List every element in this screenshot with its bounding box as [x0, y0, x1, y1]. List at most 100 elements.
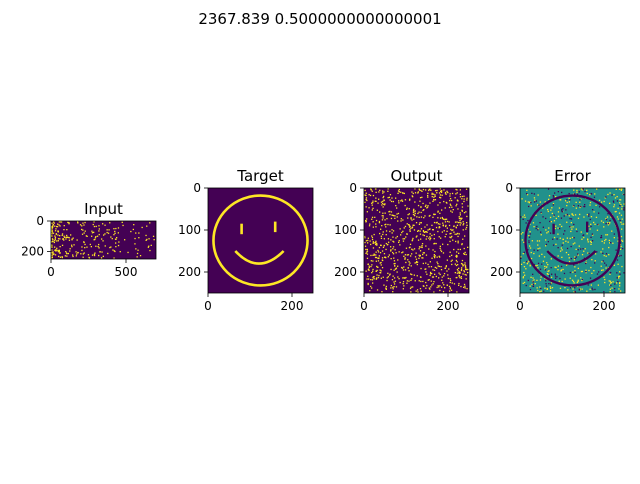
error-pixel: [550, 282, 553, 284]
input-pixel: [102, 240, 104, 242]
error-neg-pixel: [613, 233, 615, 235]
input-pixel: [61, 244, 64, 246]
output-pixel: [438, 265, 440, 268]
input-pixel: [94, 238, 96, 241]
input-pixel: [103, 234, 105, 236]
output-pixel: [459, 272, 461, 274]
error-neg-pixel: [535, 200, 537, 202]
output-pixel: [392, 253, 395, 255]
input-pixel: [51, 230, 53, 233]
output-pixel: [463, 283, 466, 286]
output-axes-frame: [363, 187, 470, 294]
input-pixel: [109, 222, 111, 224]
output-pixel: [405, 276, 407, 279]
output-pixel: [439, 194, 442, 196]
input-pixel: [81, 249, 83, 252]
output-pixel: [406, 208, 408, 210]
error-pixel: [533, 197, 536, 199]
error-neg-pixel: [577, 205, 580, 207]
input-pixel: [153, 239, 155, 241]
output-pixel: [419, 255, 421, 257]
error-pixel: [604, 278, 606, 281]
error-pixel: [524, 274, 526, 276]
output-pixel: [365, 219, 367, 222]
error-pixel: [606, 216, 609, 218]
output-pixel: [385, 230, 388, 232]
output-pixel: [378, 220, 381, 223]
input-pixel: [51, 229, 53, 232]
output-pixel: [383, 204, 386, 206]
output-pixel: [457, 248, 459, 251]
error-pixel: [591, 272, 593, 274]
error-neg-pixel: [574, 193, 576, 195]
output-pixel: [386, 277, 388, 279]
output-pixel: [449, 290, 451, 292]
error-pixel: [586, 214, 588, 216]
input-pixel: [82, 222, 84, 224]
output-pixel: [384, 203, 386, 205]
output-pixel: [384, 256, 386, 258]
input-pixel: [54, 246, 56, 248]
output-pixel: [389, 210, 391, 213]
output-pixel: [393, 277, 396, 279]
output-pixel: [446, 259, 448, 261]
output-pixel: [449, 195, 451, 197]
error-pixel: [577, 285, 579, 288]
target-axes-frame: [207, 187, 314, 294]
output-pixel: [397, 190, 400, 192]
output-pixel: [411, 219, 413, 221]
input-pixel: [101, 238, 103, 240]
output-pixel: [429, 233, 431, 235]
output-pixel: [451, 206, 453, 208]
output-pixel: [465, 274, 467, 276]
output-pixel: [460, 218, 462, 220]
output-pixel: [446, 220, 449, 223]
output-pixel: [385, 248, 387, 251]
output-pixel: [461, 203, 463, 205]
output-pixel: [408, 270, 410, 272]
output-pixel: [464, 262, 466, 264]
output-pixel: [429, 236, 431, 238]
output-pixel: [419, 222, 421, 224]
error-pixel: [575, 201, 577, 203]
error-pixel: [566, 237, 568, 239]
output-pixel: [432, 249, 434, 251]
error-neg-pixel: [623, 272, 625, 274]
input-pixel: [136, 256, 138, 258]
output-pixel: [364, 241, 366, 244]
error-pixel: [610, 282, 612, 284]
error-neg-pixel: [563, 233, 565, 235]
output-pixel: [437, 204, 439, 206]
error-pixel: [589, 201, 592, 204]
output-pixel: [450, 289, 453, 291]
output-pixel: [373, 276, 375, 278]
output-pixel: [376, 277, 378, 279]
error-pixel: [589, 194, 591, 196]
error-pixel: [607, 224, 609, 226]
error-neg-pixel: [582, 248, 584, 250]
error-neg-pixel: [533, 249, 535, 251]
input-pixel: [94, 252, 96, 254]
output-pixel: [451, 259, 453, 261]
output-pixel: [403, 255, 405, 257]
error-pixel: [536, 240, 539, 242]
output-pixel: [369, 240, 371, 242]
error-neg-pixel: [525, 222, 527, 224]
input-pixel: [82, 229, 84, 231]
error-neg-pixel: [605, 253, 608, 255]
error-neg-pixel: [573, 204, 575, 207]
output-pixel: [375, 226, 377, 228]
error-pixel: [576, 191, 578, 193]
output-pixel: [385, 242, 387, 245]
output-pixel: [400, 191, 402, 193]
output-pixel: [437, 263, 439, 265]
output-pixel: [402, 192, 404, 194]
error-pixel: [621, 218, 623, 220]
output-pixel: [459, 277, 461, 279]
input-pixel: [54, 240, 56, 242]
output-pixel: [423, 209, 425, 211]
error-neg-pixel: [526, 260, 528, 263]
error-pixel: [593, 221, 595, 224]
error-neg-pixel: [591, 287, 593, 289]
error-pixel: [619, 285, 621, 287]
